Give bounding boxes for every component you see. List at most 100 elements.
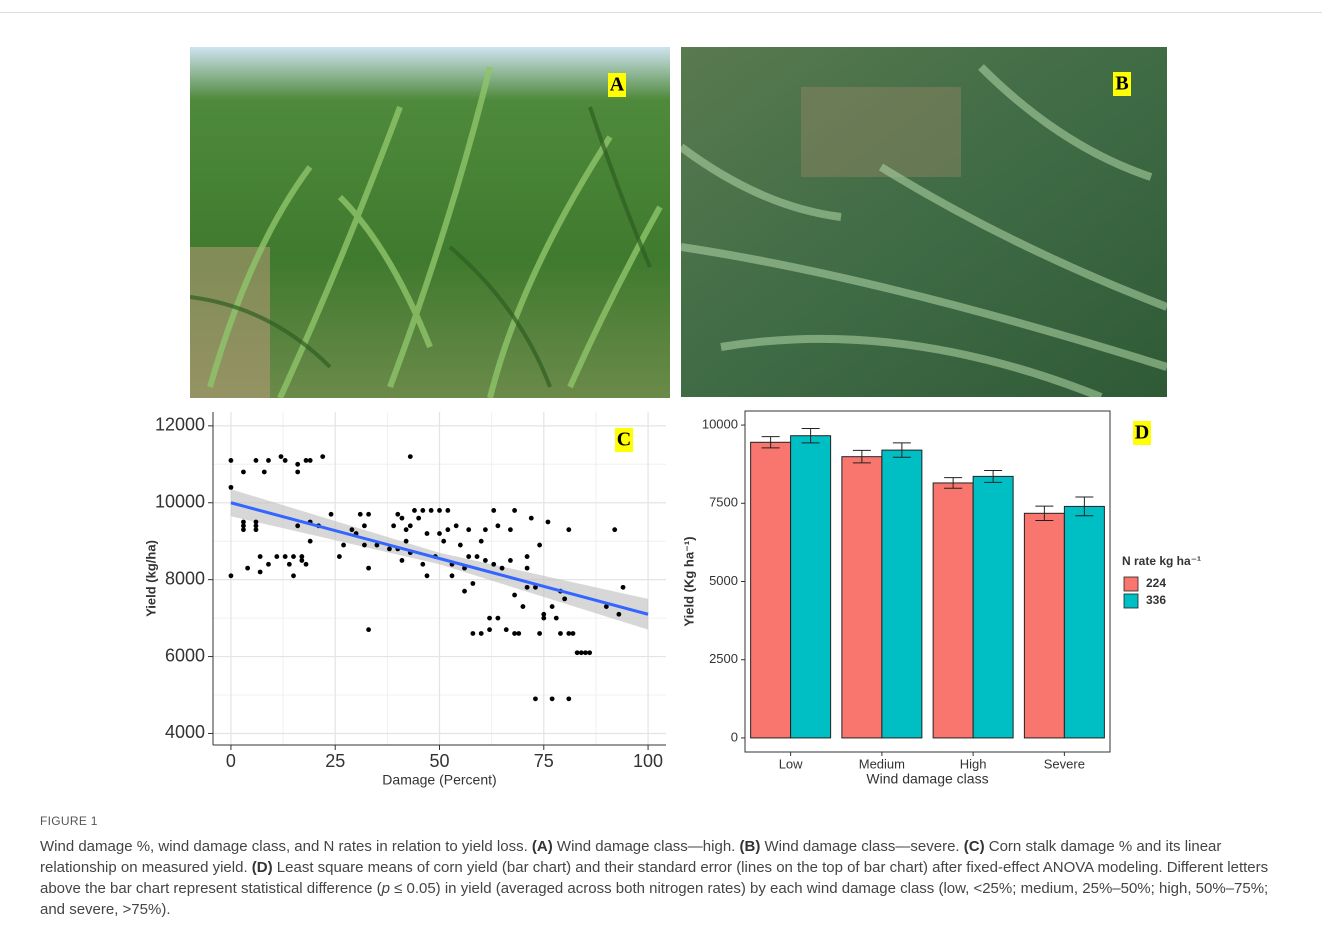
data-point	[441, 539, 446, 544]
data-point	[516, 631, 521, 636]
data-point	[308, 458, 313, 463]
data-point	[445, 508, 450, 513]
data-point	[508, 558, 513, 563]
data-point	[366, 512, 371, 517]
caption: Wind damage %, wind damage class, and N …	[40, 836, 1290, 920]
page: A B 40006000800010000120000255075100Dama…	[0, 0, 1322, 946]
data-point	[258, 570, 263, 575]
data-point	[500, 566, 505, 571]
photo-a: A	[190, 47, 670, 398]
bar	[1064, 506, 1104, 738]
y-tick-label: 2500	[709, 651, 738, 666]
caption-text: (A)	[532, 838, 553, 855]
top-rule	[0, 12, 1322, 13]
x-tick-label: High	[960, 756, 987, 771]
data-point	[283, 458, 288, 463]
y-tick-label: 7500	[709, 495, 738, 510]
data-point	[616, 612, 621, 617]
data-point	[470, 581, 475, 586]
y-tick-label: 6000	[165, 645, 205, 665]
legend-title: N rate kg ha⁻¹	[1122, 554, 1201, 568]
data-point	[425, 531, 430, 536]
data-point	[266, 562, 271, 567]
data-point	[283, 554, 288, 559]
data-point	[287, 562, 292, 567]
data-point	[479, 539, 484, 544]
data-point	[291, 573, 296, 578]
data-point	[541, 616, 546, 621]
data-point	[295, 523, 300, 528]
panel-label: A	[610, 74, 625, 96]
bar	[1024, 513, 1064, 738]
data-point	[525, 554, 530, 559]
x-tick-label: 75	[534, 751, 554, 771]
data-point	[437, 531, 442, 536]
bar	[882, 450, 922, 738]
data-point	[420, 508, 425, 513]
data-point	[571, 631, 576, 636]
y-tick-label: 0	[731, 729, 738, 744]
data-point	[254, 458, 259, 463]
data-point	[495, 616, 500, 621]
caption-text: p	[382, 880, 390, 897]
data-point	[546, 520, 551, 525]
bar	[842, 457, 882, 738]
data-point	[525, 566, 530, 571]
data-point	[295, 462, 300, 467]
data-point	[437, 508, 442, 513]
data-point	[429, 508, 434, 513]
data-point	[512, 508, 517, 513]
x-tick-label: Severe	[1044, 756, 1085, 771]
bar	[751, 442, 791, 738]
data-point	[483, 527, 488, 532]
data-point	[387, 546, 392, 551]
data-point	[254, 523, 259, 528]
data-point	[304, 562, 309, 567]
data-point	[491, 562, 496, 567]
data-point	[462, 589, 467, 594]
data-point	[295, 470, 300, 475]
y-tick-label: 5000	[709, 573, 738, 588]
data-point	[566, 527, 571, 532]
panel-label: D	[1135, 422, 1149, 444]
data-point	[299, 558, 304, 563]
data-point	[504, 627, 509, 632]
caption-text: Wind damage class—high.	[553, 838, 740, 855]
data-point	[454, 523, 459, 528]
caption-text: Wind damage class—severe.	[760, 838, 963, 855]
data-point	[621, 585, 626, 590]
data-point	[408, 454, 413, 459]
data-point	[395, 512, 400, 517]
caption-text: (B)	[740, 838, 761, 855]
data-point	[366, 566, 371, 571]
legend-swatch	[1124, 594, 1138, 608]
y-tick-label: 4000	[165, 722, 205, 742]
data-point	[579, 650, 584, 655]
data-point	[558, 631, 563, 636]
data-point	[404, 539, 409, 544]
x-axis-label: Wind damage class	[866, 771, 988, 787]
data-point	[274, 554, 279, 559]
data-point	[329, 512, 334, 517]
x-tick-label: Medium	[859, 756, 905, 771]
data-point	[262, 470, 267, 475]
caption-text: (D)	[252, 859, 273, 876]
data-point	[420, 562, 425, 567]
data-point	[491, 508, 496, 513]
data-point	[400, 558, 405, 563]
data-point	[466, 527, 471, 532]
data-point	[554, 616, 559, 621]
data-point	[266, 458, 271, 463]
data-point	[533, 696, 538, 701]
data-point	[445, 527, 450, 532]
data-point	[425, 573, 430, 578]
data-point	[512, 593, 517, 598]
legend-label: 336	[1146, 593, 1166, 607]
photo-b: B	[681, 47, 1167, 397]
x-axis-label: Damage (Percent)	[382, 772, 496, 788]
bar	[973, 476, 1013, 738]
y-axis-label: Yield (kg/ha)	[143, 540, 158, 617]
x-tick-label: 50	[429, 751, 449, 771]
data-point	[400, 516, 405, 521]
